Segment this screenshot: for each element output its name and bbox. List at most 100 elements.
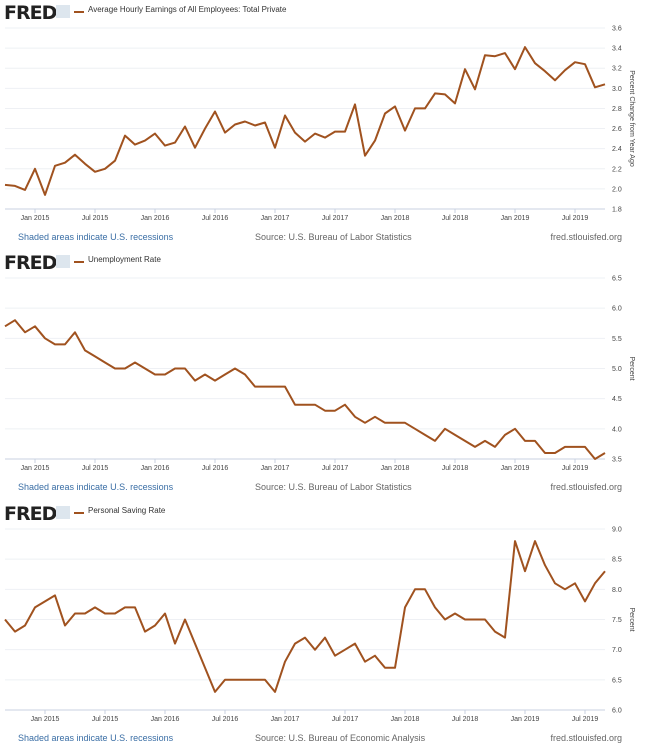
- data-point[interactable]: [543, 451, 547, 455]
- data-point[interactable]: [553, 581, 557, 585]
- data-point[interactable]: [573, 581, 577, 585]
- data-point[interactable]: [563, 68, 567, 72]
- data-point[interactable]: [133, 605, 137, 609]
- data-point[interactable]: [83, 162, 87, 166]
- data-point[interactable]: [493, 445, 497, 449]
- data-point[interactable]: [183, 367, 187, 371]
- data-point[interactable]: [173, 642, 177, 646]
- data-point[interactable]: [283, 113, 287, 117]
- data-point[interactable]: [433, 439, 437, 443]
- data-point[interactable]: [93, 170, 97, 174]
- data-point[interactable]: [543, 69, 547, 73]
- fred-logo[interactable]: FRED: [4, 2, 57, 24]
- data-point[interactable]: [583, 599, 587, 603]
- recession-note-link[interactable]: Shaded areas indicate U.S. recessions: [18, 733, 174, 743]
- data-point[interactable]: [573, 445, 577, 449]
- data-point[interactable]: [533, 439, 537, 443]
- fred-url-link[interactable]: fred.stlouisfed.org: [550, 232, 622, 242]
- data-point[interactable]: [323, 636, 327, 640]
- data-point[interactable]: [493, 54, 497, 58]
- data-point[interactable]: [443, 618, 447, 622]
- data-point[interactable]: [33, 605, 37, 609]
- data-point[interactable]: [173, 141, 177, 145]
- data-point[interactable]: [483, 53, 487, 57]
- data-point[interactable]: [3, 618, 7, 622]
- data-point[interactable]: [23, 624, 27, 628]
- data-point[interactable]: [453, 433, 457, 437]
- data-point[interactable]: [543, 563, 547, 567]
- data-point[interactable]: [203, 666, 207, 670]
- data-point[interactable]: [73, 153, 77, 157]
- data-point[interactable]: [463, 439, 467, 443]
- data-point[interactable]: [273, 690, 277, 694]
- data-point[interactable]: [313, 403, 317, 407]
- data-point[interactable]: [453, 611, 457, 615]
- data-point[interactable]: [373, 654, 377, 658]
- data-point[interactable]: [243, 678, 247, 682]
- data-point[interactable]: [283, 385, 287, 389]
- data-point[interactable]: [593, 581, 597, 585]
- data-point[interactable]: [133, 143, 137, 147]
- data-point[interactable]: [423, 587, 427, 591]
- data-point[interactable]: [313, 648, 317, 652]
- data-point[interactable]: [563, 587, 567, 591]
- data-point[interactable]: [23, 330, 27, 334]
- data-point[interactable]: [293, 403, 297, 407]
- data-point[interactable]: [263, 121, 267, 125]
- data-point[interactable]: [153, 373, 157, 377]
- fred-logo[interactable]: FRED: [4, 252, 57, 274]
- data-point[interactable]: [383, 666, 387, 670]
- data-point[interactable]: [483, 439, 487, 443]
- data-point[interactable]: [143, 139, 147, 143]
- data-point[interactable]: [533, 539, 537, 543]
- data-point[interactable]: [153, 624, 157, 628]
- data-point[interactable]: [403, 605, 407, 609]
- data-point[interactable]: [393, 421, 397, 425]
- data-point[interactable]: [333, 654, 337, 658]
- data-point[interactable]: [93, 354, 97, 358]
- data-point[interactable]: [113, 367, 117, 371]
- data-point[interactable]: [463, 67, 467, 71]
- data-point[interactable]: [253, 385, 257, 389]
- data-point[interactable]: [273, 146, 277, 150]
- data-point[interactable]: [303, 140, 307, 144]
- data-point[interactable]: [603, 569, 607, 573]
- data-point[interactable]: [483, 618, 487, 622]
- data-point[interactable]: [83, 348, 87, 352]
- data-point[interactable]: [343, 130, 347, 134]
- data-point[interactable]: [503, 433, 507, 437]
- data-point[interactable]: [503, 636, 507, 640]
- data-point[interactable]: [113, 159, 117, 163]
- data-point[interactable]: [373, 139, 377, 143]
- data-point[interactable]: [113, 611, 117, 615]
- data-point[interactable]: [383, 111, 387, 115]
- data-point[interactable]: [193, 642, 197, 646]
- data-point[interactable]: [563, 445, 567, 449]
- data-point[interactable]: [103, 360, 107, 364]
- data-point[interactable]: [413, 587, 417, 591]
- data-point[interactable]: [293, 642, 297, 646]
- data-point[interactable]: [103, 611, 107, 615]
- data-point[interactable]: [43, 599, 47, 603]
- data-point[interactable]: [323, 136, 327, 140]
- data-point[interactable]: [523, 45, 527, 49]
- data-point[interactable]: [213, 379, 217, 383]
- data-point[interactable]: [303, 403, 307, 407]
- data-point[interactable]: [503, 51, 507, 55]
- data-point[interactable]: [83, 611, 87, 615]
- data-point[interactable]: [433, 605, 437, 609]
- data-point[interactable]: [163, 144, 167, 148]
- data-point[interactable]: [203, 127, 207, 131]
- data-point[interactable]: [273, 385, 277, 389]
- data-point[interactable]: [353, 102, 357, 106]
- data-point[interactable]: [363, 421, 367, 425]
- data-point[interactable]: [373, 415, 377, 419]
- data-point[interactable]: [553, 78, 557, 82]
- data-point[interactable]: [353, 415, 357, 419]
- data-point[interactable]: [63, 161, 67, 165]
- data-point[interactable]: [73, 611, 77, 615]
- data-point[interactable]: [213, 690, 217, 694]
- data-point[interactable]: [43, 193, 47, 197]
- data-point[interactable]: [193, 379, 197, 383]
- data-point[interactable]: [13, 630, 17, 634]
